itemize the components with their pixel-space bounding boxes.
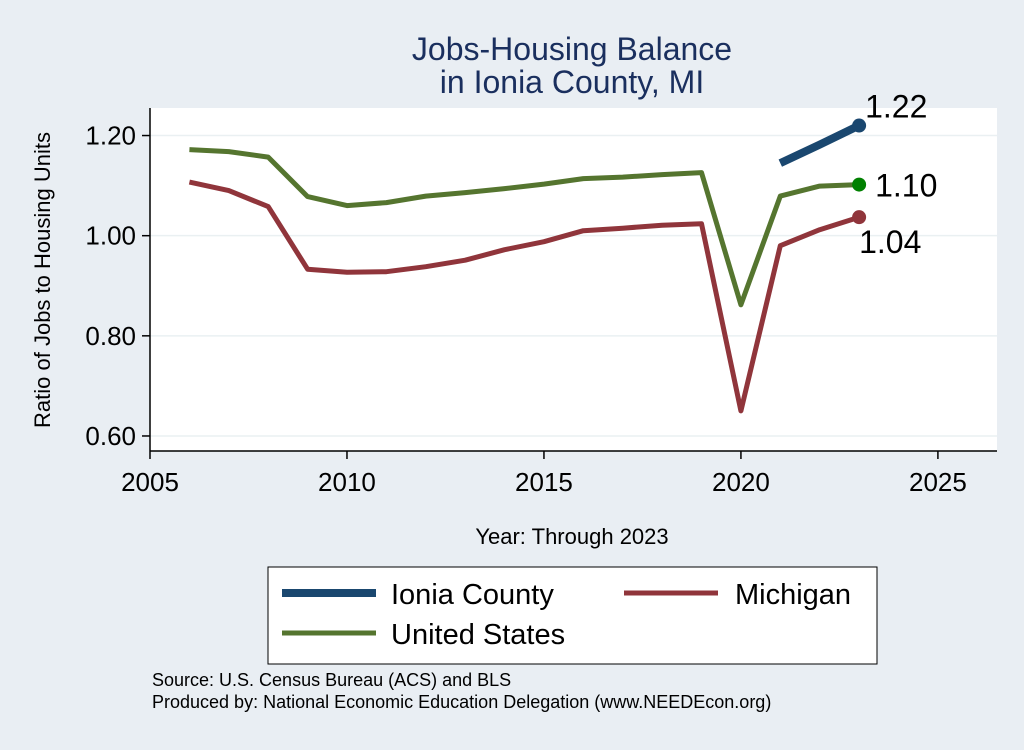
- end-markers: 1.10 1.04 1.22: [852, 89, 937, 260]
- y-tick-label: 1.00: [85, 221, 136, 251]
- x-tick-label: 2015: [515, 467, 573, 497]
- legend-box: [267, 566, 878, 665]
- series-line-michigan: [188, 179, 860, 414]
- y-axis-label: Ratio of Jobs to Housing Units: [30, 132, 55, 428]
- end-label-ionia-county: 1.22: [865, 89, 927, 125]
- series-line-ionia-county: [778, 121, 861, 167]
- producer-note: Produced by: National Economic Education…: [152, 692, 771, 712]
- plot-area: [150, 108, 997, 451]
- legend-label-michigan: Michigan: [735, 579, 851, 611]
- y-tick-label: 1.20: [85, 121, 136, 151]
- y-tick-label: 0.60: [85, 421, 136, 451]
- legend: Ionia County Michigan United States: [267, 566, 878, 665]
- end-marker-ionia-county: [852, 118, 867, 133]
- legend-label-ionia-county: Ionia County: [391, 579, 554, 611]
- series-line-united-states: [189, 147, 860, 308]
- legend-label-united-states: United States: [391, 619, 565, 651]
- end-label-michigan: 1.04: [859, 224, 921, 260]
- source-note: Source: U.S. Census Bureau (ACS) and BLS: [152, 670, 511, 690]
- chart-subtitle: in Ionia County, MI: [440, 64, 704, 100]
- end-label-united-states: 1.10: [875, 168, 937, 204]
- x-tick-label: 2020: [712, 467, 770, 497]
- x-tick-label: 2010: [318, 467, 376, 497]
- x-tick-label: 2005: [121, 467, 179, 497]
- chart-title: Jobs-Housing Balance: [412, 31, 732, 67]
- end-marker-michigan: [852, 210, 867, 225]
- series-lines: [188, 121, 861, 414]
- x-tick-label: 2025: [909, 467, 967, 497]
- x-axis-label: Year: Through 2023: [475, 524, 668, 549]
- y-tick-label: 0.80: [85, 321, 136, 351]
- axes: 0.60 0.80 1.00 1.20 2005 2010 2015 2020 2025: [85, 108, 997, 497]
- end-marker-united-states: [852, 177, 867, 192]
